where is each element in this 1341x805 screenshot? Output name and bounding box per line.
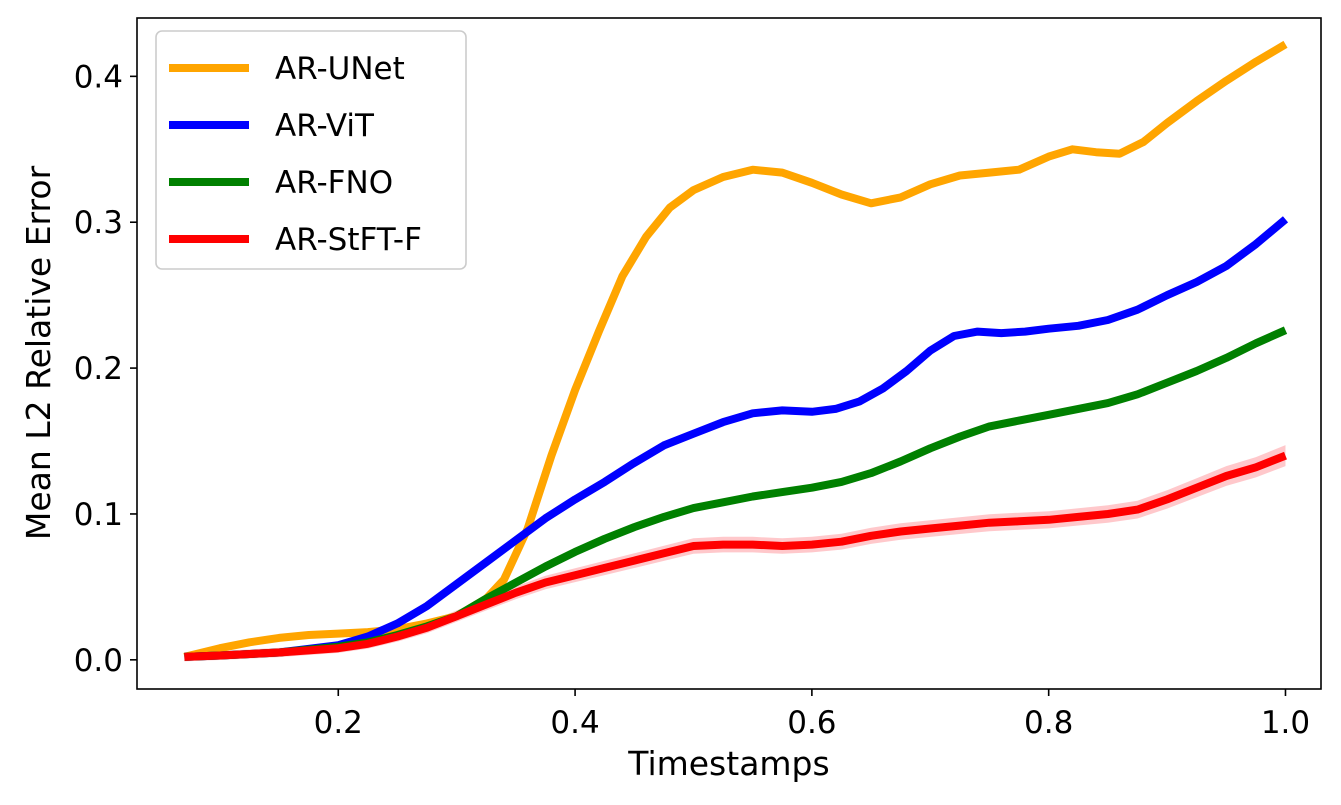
legend-label-ar-unet: AR-UNet [275,51,405,87]
band-ar-stft-f [184,445,1286,662]
plot-area-frame [136,17,1322,690]
x-axis-ticks: 0.2 0.4 0.6 0.8 1.0 [314,689,1310,741]
y-tick-label: 0.2 [74,351,123,387]
y-axis-ticks: 0.0 0.1 0.2 0.3 0.4 [74,59,137,679]
legend: AR-UNet AR-ViT AR-FNO AR-StFT-F [155,30,467,270]
x-tick-label: 0.8 [1024,705,1073,741]
series-line-ar-vit [184,216,1289,661]
y-tick-label: 0.4 [74,59,123,95]
x-axis-label: Timestamps [627,744,829,783]
series-line-ar-fno [184,326,1288,661]
legend-label-ar-stft-f: AR-StFT-F [275,222,422,258]
x-tick-label: 0.2 [314,705,363,741]
series-lines [183,40,1289,661]
confidence-bands [184,445,1286,662]
x-tick-label: 0.6 [787,705,836,741]
series-line-ar-stft-f [184,451,1287,661]
y-tick-label: 0.3 [74,205,123,241]
legend-label-ar-fno: AR-FNO [275,165,393,201]
x-tick-label: 0.4 [550,705,599,741]
y-tick-label: 0.1 [74,497,123,533]
legend-label-ar-vit: AR-ViT [275,108,375,144]
legend-box [155,30,467,270]
y-axis-label: Mean L2 Relative Error [19,165,58,540]
x-tick-label: 1.0 [1261,705,1310,741]
y-tick-label: 0.0 [74,643,123,679]
